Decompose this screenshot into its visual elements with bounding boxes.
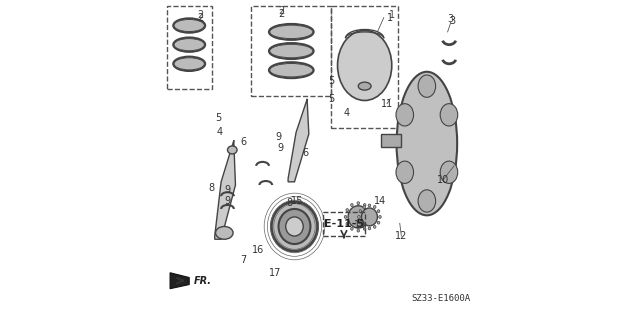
Ellipse shape — [346, 209, 349, 211]
Text: 16: 16 — [252, 245, 264, 256]
Ellipse shape — [351, 227, 353, 230]
Ellipse shape — [174, 39, 204, 51]
Ellipse shape — [348, 206, 369, 228]
Text: 1: 1 — [388, 10, 395, 19]
Ellipse shape — [397, 72, 457, 215]
Ellipse shape — [359, 221, 362, 224]
FancyArrowPatch shape — [178, 278, 184, 284]
Text: 1: 1 — [387, 12, 393, 23]
Ellipse shape — [418, 75, 436, 97]
Text: 15: 15 — [291, 196, 303, 206]
Text: 2: 2 — [197, 10, 204, 19]
Text: 7: 7 — [240, 255, 246, 265]
Text: 2: 2 — [278, 9, 285, 19]
Text: 10: 10 — [436, 175, 449, 185]
Ellipse shape — [368, 222, 371, 225]
Ellipse shape — [379, 216, 381, 219]
Ellipse shape — [396, 161, 413, 183]
Ellipse shape — [344, 216, 347, 219]
Ellipse shape — [174, 58, 204, 70]
Text: 9: 9 — [225, 196, 230, 206]
Text: 17: 17 — [269, 268, 282, 278]
Text: 12: 12 — [395, 231, 408, 241]
Ellipse shape — [278, 209, 310, 244]
Polygon shape — [381, 134, 401, 147]
Text: 9: 9 — [225, 185, 230, 195]
Ellipse shape — [346, 222, 349, 225]
Ellipse shape — [373, 226, 376, 228]
Ellipse shape — [364, 204, 366, 206]
Ellipse shape — [358, 216, 360, 219]
Ellipse shape — [351, 204, 353, 206]
Text: 14: 14 — [374, 196, 386, 206]
Ellipse shape — [418, 190, 436, 212]
Text: 5: 5 — [329, 94, 335, 104]
Text: 3: 3 — [448, 14, 454, 24]
Ellipse shape — [359, 210, 362, 213]
Polygon shape — [288, 99, 309, 182]
Ellipse shape — [337, 30, 392, 100]
Text: 2: 2 — [278, 6, 285, 16]
Ellipse shape — [370, 216, 372, 219]
Ellipse shape — [227, 146, 237, 154]
Ellipse shape — [358, 82, 371, 90]
Ellipse shape — [271, 202, 317, 251]
Ellipse shape — [363, 205, 365, 208]
Ellipse shape — [368, 209, 371, 211]
Text: 9: 9 — [275, 132, 282, 142]
Text: 2: 2 — [197, 12, 204, 23]
Ellipse shape — [269, 44, 313, 58]
Ellipse shape — [362, 208, 378, 226]
Text: E-11-5: E-11-5 — [324, 219, 364, 229]
Text: 3: 3 — [449, 16, 456, 26]
Text: 8: 8 — [287, 197, 292, 208]
Polygon shape — [215, 140, 236, 239]
Ellipse shape — [378, 210, 380, 213]
Text: 6: 6 — [303, 148, 308, 158]
Ellipse shape — [216, 226, 233, 239]
Ellipse shape — [368, 204, 371, 207]
Text: 4: 4 — [216, 127, 223, 137]
Ellipse shape — [269, 63, 313, 77]
Text: 5: 5 — [329, 76, 335, 86]
Ellipse shape — [357, 229, 360, 232]
Text: 9: 9 — [277, 143, 283, 153]
Text: 11: 11 — [381, 99, 393, 109]
Text: FR.: FR. — [194, 276, 212, 286]
Text: 8: 8 — [209, 183, 214, 193]
Ellipse shape — [285, 217, 303, 236]
Text: SZ33-E1600A: SZ33-E1600A — [412, 294, 471, 303]
Ellipse shape — [363, 226, 365, 228]
Text: 6: 6 — [241, 137, 246, 147]
Text: 13: 13 — [354, 220, 366, 230]
Ellipse shape — [174, 19, 204, 32]
Ellipse shape — [368, 227, 371, 230]
Ellipse shape — [364, 227, 366, 230]
Ellipse shape — [396, 104, 413, 126]
Ellipse shape — [440, 161, 458, 183]
Text: 4: 4 — [343, 108, 349, 118]
Ellipse shape — [357, 202, 360, 205]
Ellipse shape — [440, 104, 458, 126]
Polygon shape — [170, 273, 189, 289]
Text: 5: 5 — [215, 113, 221, 123]
Ellipse shape — [378, 221, 380, 224]
Ellipse shape — [269, 25, 313, 39]
Ellipse shape — [373, 205, 376, 208]
